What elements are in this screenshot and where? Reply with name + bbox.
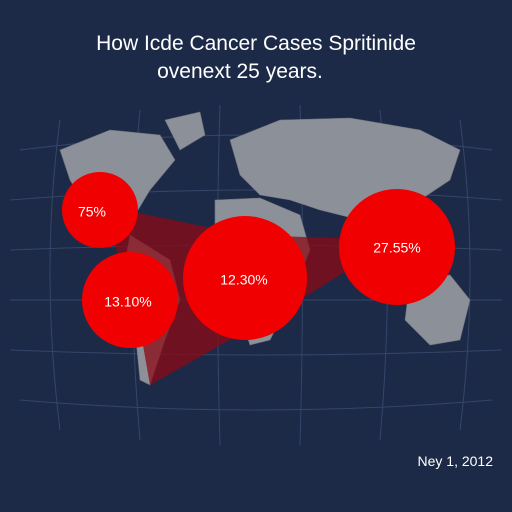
bubble-label: 12.30% — [220, 272, 267, 288]
bubble-label: 27.55% — [373, 240, 420, 256]
title: How Icde Cancer Cases Spritinide — [96, 32, 416, 55]
bubble — [339, 189, 455, 305]
bubble-label: 75% — [78, 204, 106, 220]
bubbles — [62, 172, 455, 348]
date: Ney 1, 2012 — [418, 453, 494, 469]
bubble — [183, 216, 307, 340]
bubble — [82, 252, 178, 348]
bubble-label: 13.10% — [104, 294, 151, 310]
bubble — [62, 172, 138, 248]
title: ovenext 25 years. — [157, 60, 323, 83]
